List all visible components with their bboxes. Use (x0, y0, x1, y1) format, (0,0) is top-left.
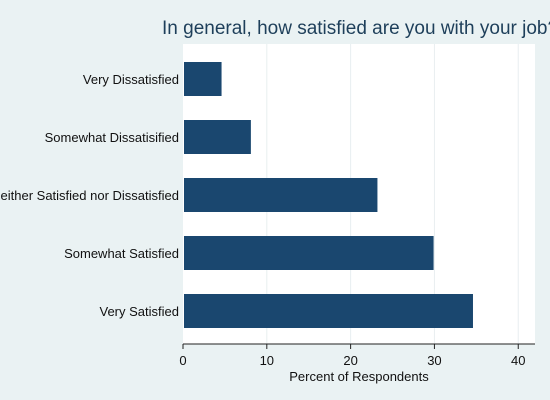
chart-title: In general, how satisfied are you with y… (162, 18, 550, 39)
bar (184, 120, 251, 154)
category-label: Somewhat Dissatisified (45, 130, 179, 145)
x-tick-label: 40 (511, 353, 525, 368)
x-tick-label: 0 (179, 353, 186, 368)
x-axis-ticks: 0 10 20 30 40 (179, 344, 525, 368)
x-tick-label: 10 (260, 353, 274, 368)
x-tick-label: 20 (343, 353, 357, 368)
bar (184, 294, 473, 328)
x-axis-title: Percent of Respondents (289, 369, 429, 384)
category-label: Very Dissatisfied (83, 72, 179, 87)
category-label: Very Satisfied (100, 304, 180, 319)
bar (184, 236, 434, 270)
bar (184, 178, 378, 212)
category-labels: Very Dissatisfied Somewhat Dissatisified N… (0, 72, 179, 319)
bar (184, 62, 222, 96)
bars (184, 62, 473, 328)
category-label: Somewhat Satisfied (64, 246, 179, 261)
category-label: Neither Satisfied nor Dissatisfied (0, 188, 179, 203)
x-tick-label: 30 (427, 353, 441, 368)
